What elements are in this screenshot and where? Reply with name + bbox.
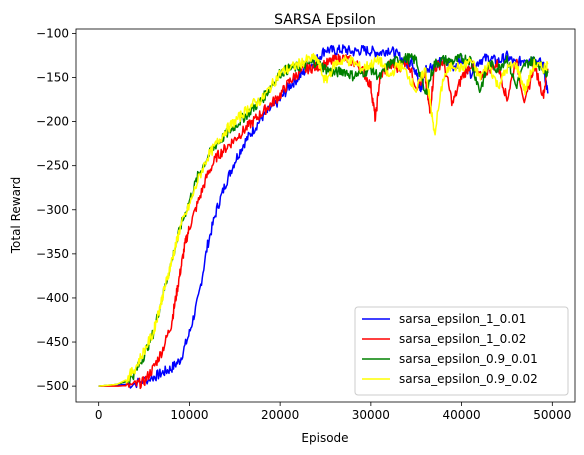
- x-tick-label: 50000: [533, 408, 571, 422]
- legend: sarsa_epsilon_1_0.01 sarsa_epsilon_1_0.02…: [354, 306, 569, 396]
- y-axis-label: Total Reward: [9, 177, 23, 255]
- y-tick-label: −350: [36, 247, 69, 261]
- series-line-0: [98, 44, 549, 389]
- x-axis-label: Episode: [301, 431, 348, 445]
- x-tick-label: 40000: [442, 408, 480, 422]
- y-tick-label: −150: [36, 70, 69, 84]
- legend-label: sarsa_epsilon_0.9_0.01: [399, 352, 538, 366]
- legend-label: sarsa_epsilon_1_0.02: [399, 332, 526, 346]
- y-tick-label: −500: [36, 379, 69, 393]
- y-axis-ticks: −500 −450 −400 −350 −300 −250 −200 −150 −100: [36, 26, 76, 393]
- chart-title: SARSA Epsilon: [274, 12, 376, 28]
- y-tick-label: −400: [36, 291, 69, 305]
- y-tick-label: −450: [36, 335, 69, 349]
- legend-label: sarsa_epsilon_1_0.01: [399, 312, 526, 326]
- legend-box: [354, 306, 569, 396]
- y-tick-label: −250: [36, 159, 69, 173]
- y-tick-label: −100: [36, 26, 69, 40]
- x-axis-ticks: 0 10000 20000 30000 40000 50000: [95, 402, 571, 422]
- plot-lines: [98, 44, 549, 390]
- x-tick-label: 0: [95, 408, 103, 422]
- x-tick-label: 30000: [352, 408, 390, 422]
- legend-label: sarsa_epsilon_0.9_0.02: [399, 372, 538, 386]
- series-line-3: [98, 52, 549, 387]
- y-tick-label: −200: [36, 115, 69, 129]
- y-tick-label: −300: [36, 203, 69, 217]
- plot-frame: [75, 28, 576, 403]
- x-tick-label: 10000: [170, 408, 208, 422]
- x-tick-label: 20000: [261, 408, 299, 422]
